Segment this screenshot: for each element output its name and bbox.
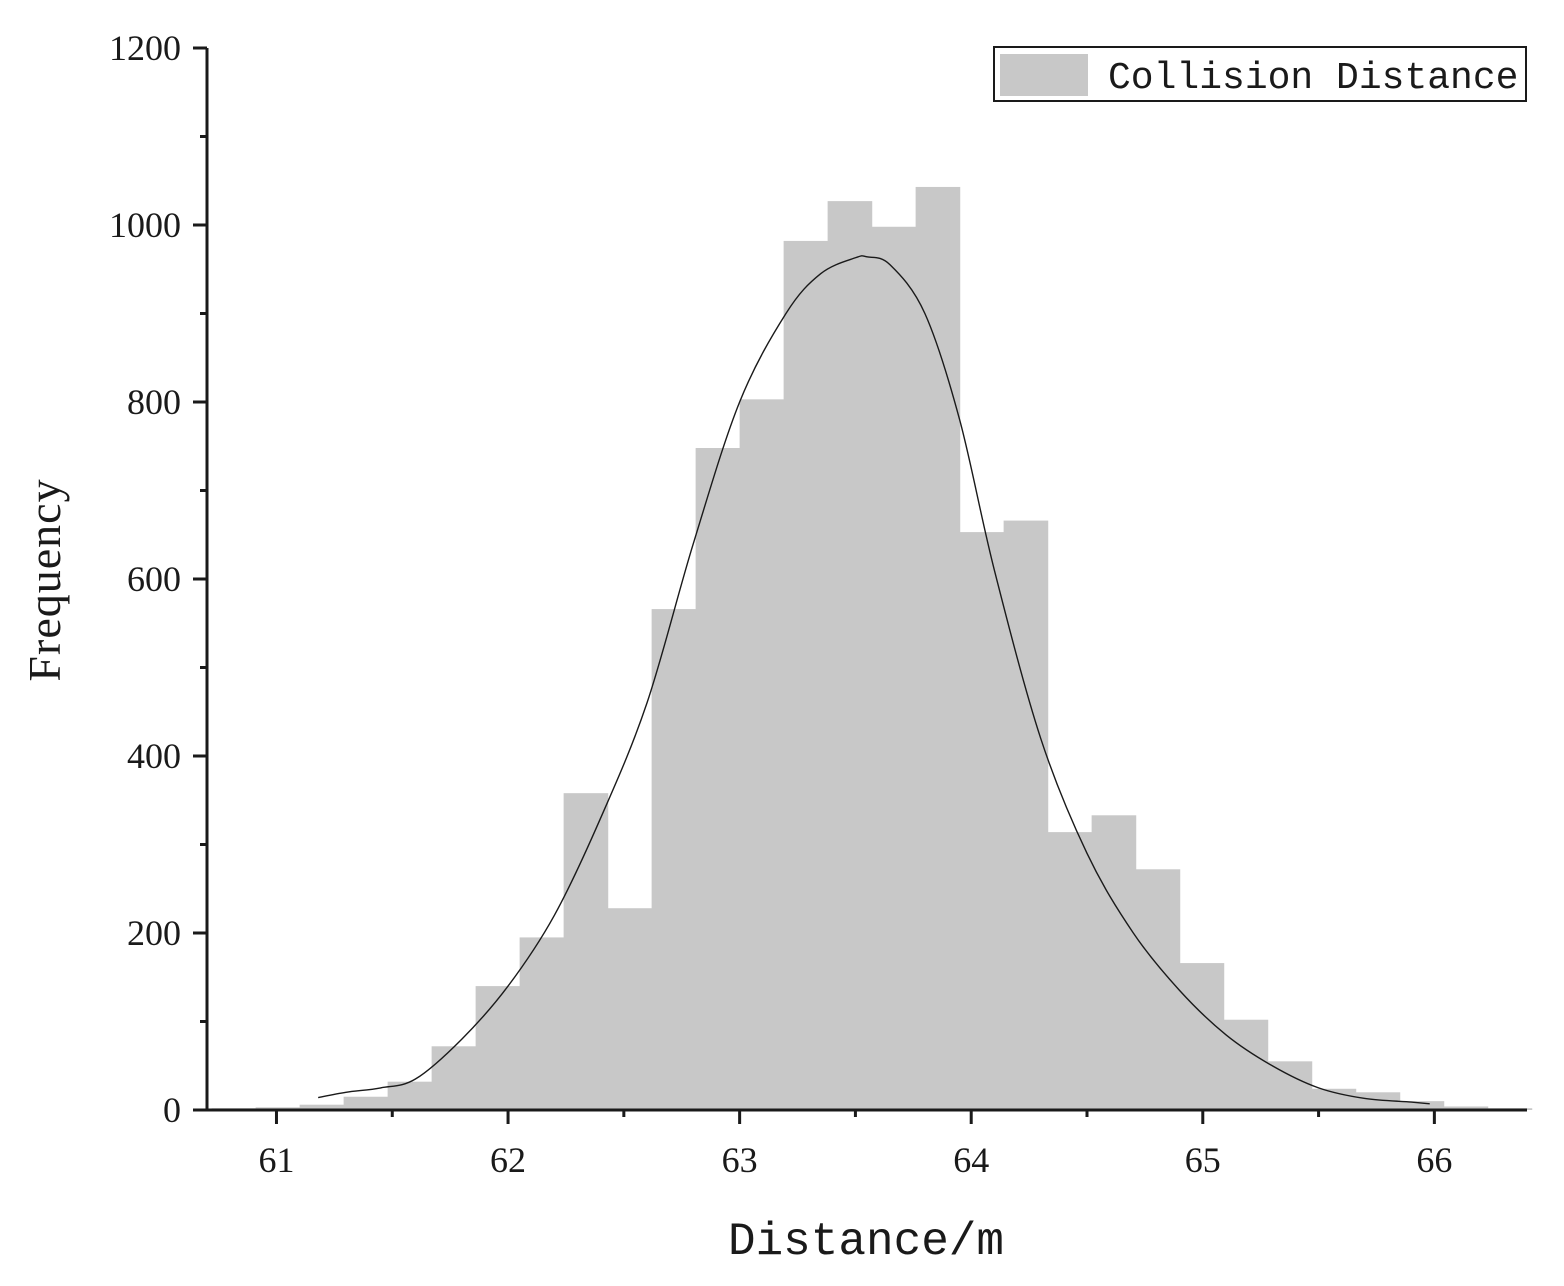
histogram-bar <box>475 986 521 1110</box>
histogram-bar <box>431 1046 477 1110</box>
histogram-bar <box>695 448 741 1110</box>
distribution-fit-curve <box>318 255 1430 1105</box>
histogram-bar <box>1003 520 1049 1110</box>
histogram-bar <box>959 532 1005 1110</box>
x-tick-label: 63 <box>722 1140 758 1180</box>
histogram-bar <box>343 1096 389 1110</box>
y-tick-label: 1200 <box>109 28 181 68</box>
histogram-bar <box>299 1104 345 1110</box>
y-axis-title: Frequency <box>19 478 70 681</box>
histogram-bar <box>739 399 785 1111</box>
histogram-bar <box>1047 832 1093 1110</box>
histogram-bar <box>915 186 961 1110</box>
histogram-bar <box>1399 1101 1445 1110</box>
x-tick-label: 66 <box>1416 1140 1452 1180</box>
histogram-bar <box>651 609 697 1110</box>
legend: Collision Distance <box>993 46 1527 102</box>
x-tick-label: 62 <box>490 1140 526 1180</box>
tick-layer: 0 200 400 600 800 1000 1200 61 62 63 64 65 66 <box>109 28 1452 1180</box>
histogram-bar <box>563 793 609 1110</box>
histogram-bar <box>1311 1088 1357 1110</box>
histogram-bar <box>1355 1092 1401 1110</box>
histogram-bar <box>783 240 829 1110</box>
histogram-bar <box>871 226 917 1110</box>
histogram-bars <box>211 186 1533 1111</box>
legend-swatch <box>1000 54 1088 96</box>
y-tick-label: 0 <box>163 1090 181 1130</box>
legend-label: Collision Distance <box>1108 57 1518 100</box>
x-tick-label: 65 <box>1185 1140 1221 1180</box>
histogram-bar <box>1267 1061 1313 1110</box>
histogram-bar <box>1179 963 1225 1110</box>
x-tick-label: 61 <box>258 1140 294 1180</box>
histogram-bar <box>1135 869 1181 1110</box>
histogram-bar <box>519 937 565 1110</box>
histogram-bar <box>607 908 653 1110</box>
histogram-bar <box>827 201 873 1111</box>
histogram-bar <box>1091 815 1137 1110</box>
histogram-bar <box>1443 1106 1489 1110</box>
x-tick-label: 64 <box>953 1140 989 1180</box>
y-tick-label: 200 <box>127 913 181 953</box>
histogram-bar <box>1223 1019 1269 1110</box>
fit-curve-layer <box>318 255 1430 1105</box>
y-tick-label: 800 <box>127 382 181 422</box>
x-axis-title: Distance/m <box>728 1216 1004 1268</box>
y-tick-label: 400 <box>127 736 181 776</box>
y-tick-label: 1000 <box>109 205 181 245</box>
y-tick-label: 600 <box>127 559 181 599</box>
